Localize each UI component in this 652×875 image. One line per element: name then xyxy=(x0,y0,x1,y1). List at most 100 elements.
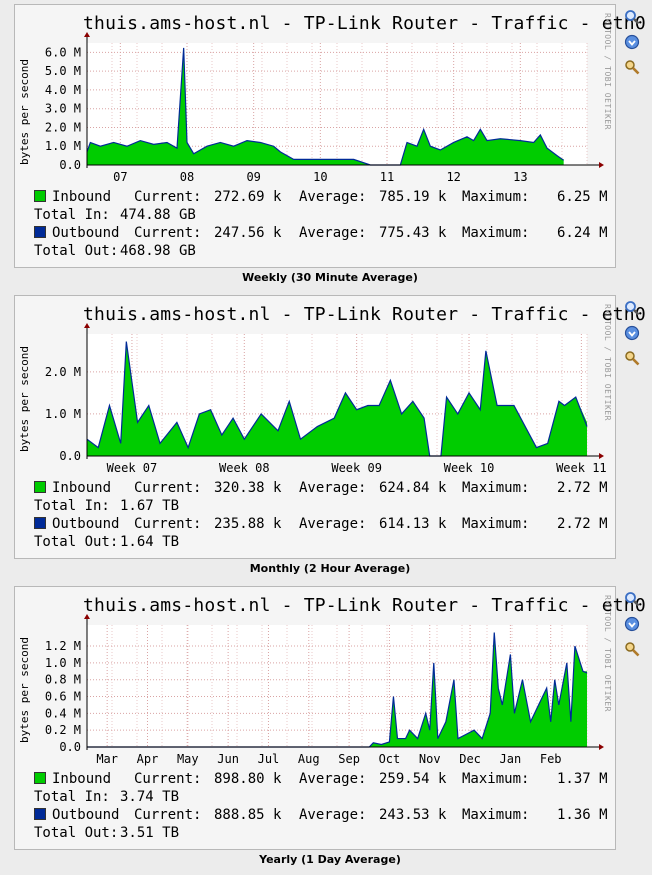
average-label: Average: xyxy=(299,771,367,787)
x-tick-label: 08 xyxy=(180,170,194,184)
current-label: Current: xyxy=(134,480,202,496)
outbound-total: 1.64 TB xyxy=(120,534,180,550)
outbound-total: 3.51 TB xyxy=(120,825,180,841)
x-tick-label: Week 07 xyxy=(107,461,158,475)
outbound-label: Outbound xyxy=(52,516,120,532)
y-axis-arrow xyxy=(84,614,90,619)
outbound-current: 888.85 k xyxy=(214,807,282,823)
zoom-icon[interactable] xyxy=(624,9,640,25)
inbound-total: 1.67 TB xyxy=(120,498,180,514)
inbound-average: 785.19 k xyxy=(379,189,447,205)
outbound-total: 468.98 GB xyxy=(120,243,196,259)
x-tick-label: 13 xyxy=(513,170,527,184)
graph-tools-weekly xyxy=(624,9,652,84)
graph-title: thuis.ams-host.nl - TP-Link Router - Tra… xyxy=(83,13,646,34)
legend-inbound-row: Inbound xyxy=(34,188,111,206)
magnifier-icon[interactable] xyxy=(624,641,640,657)
outbound-average: 614.13 k xyxy=(379,516,447,532)
y-tick-label: 0.8 M xyxy=(45,673,81,687)
y-axis-arrow xyxy=(84,323,90,328)
x-axis-arrow xyxy=(599,453,604,459)
graph-tools-yearly xyxy=(624,591,652,666)
inbound-current: 320.38 k xyxy=(214,480,282,496)
outbound-maximum: 2.72 M xyxy=(557,516,608,532)
inbound-label: Inbound xyxy=(52,480,112,496)
y-tick-label: 5.0 M xyxy=(45,64,81,78)
inbound-series-area xyxy=(87,631,587,747)
graph-panel-yearly: thuis.ams-host.nl - TP-Link Router - Tra… xyxy=(14,586,646,850)
y-tick-label: 0.0 xyxy=(59,158,81,172)
inbound-swatch xyxy=(34,772,46,784)
total-in-label: Total In: xyxy=(34,498,110,514)
x-tick-label: Jan xyxy=(500,752,522,766)
outbound-swatch xyxy=(34,226,46,238)
zoom-icon[interactable] xyxy=(624,300,640,316)
y-tick-label: 2.0 M xyxy=(45,120,81,134)
graph-caption-yearly: Yearly (1 Day Average) xyxy=(259,853,401,866)
x-tick-label: Mar xyxy=(96,752,118,766)
x-tick-label: Oct xyxy=(379,752,401,766)
y-tick-label: 0.2 M xyxy=(45,723,81,737)
outbound-current: 247.56 k xyxy=(214,225,282,241)
legend-outbound-row: Outbound xyxy=(34,224,119,242)
total-in-label: Total In: xyxy=(34,789,110,805)
graph-title: thuis.ams-host.nl - TP-Link Router - Tra… xyxy=(83,595,646,616)
graph-panel-weekly: thuis.ams-host.nl - TP-Link Router - Tra… xyxy=(14,4,646,268)
outbound-maximum: 6.24 M xyxy=(557,225,608,241)
x-tick-label: May xyxy=(177,752,199,766)
graph-panel-monthly: thuis.ams-host.nl - TP-Link Router - Tra… xyxy=(14,295,646,559)
chart-plot-yearly: 0.0 0.2 M 0.4 M 0.6 M 0.8 M 1.0 M 1.2 M Mar Apr M… xyxy=(45,614,604,766)
zoom-icon[interactable] xyxy=(624,591,640,607)
inbound-swatch xyxy=(34,481,46,493)
y-tick-label: 0.4 M xyxy=(45,706,81,720)
inbound-series-area xyxy=(87,341,587,456)
x-tick-label: 09 xyxy=(246,170,260,184)
inbound-label: Inbound xyxy=(52,189,112,205)
outbound-swatch xyxy=(34,808,46,820)
inbound-maximum: 6.25 M xyxy=(557,189,608,205)
legend-inbound-row: Inbound xyxy=(34,479,111,497)
average-label: Average: xyxy=(299,807,367,823)
download-icon[interactable] xyxy=(624,616,640,632)
download-icon[interactable] xyxy=(624,34,640,50)
inbound-series-area xyxy=(87,47,564,165)
inbound-maximum: 1.37 M xyxy=(557,771,608,787)
rrdtool-credit: RRDTOOL / TOBI OETIKER xyxy=(603,304,612,421)
outbound-maximum: 1.36 M xyxy=(557,807,608,823)
y-tick-label: 6.0 M xyxy=(45,45,81,59)
rrdtool-credit: RRDTOOL / TOBI OETIKER xyxy=(603,595,612,712)
maximum-label: Maximum: xyxy=(462,516,530,532)
legend-outbound-row: Outbound xyxy=(34,806,119,824)
download-icon[interactable] xyxy=(624,325,640,341)
maximum-label: Maximum: xyxy=(462,225,530,241)
outbound-current: 235.88 k xyxy=(214,516,282,532)
x-tick-label: Week 08 xyxy=(219,461,270,475)
chart-plot-monthly: 0.0 1.0 M 2.0 M Week 07 Week 08 Week 09 Week 1… xyxy=(45,323,607,475)
current-label: Current: xyxy=(134,189,202,205)
y-tick-label: 1.0 M xyxy=(45,407,81,421)
maximum-label: Maximum: xyxy=(462,189,530,205)
inbound-total: 474.88 GB xyxy=(120,207,196,223)
total-out-label: Total Out: xyxy=(34,243,119,259)
average-label: Average: xyxy=(299,225,367,241)
chart-plot-weekly: 0.0 1.0 M 2.0 M 3.0 M 4.0 M 5.0 M 6.0 M 07 08 09 1… xyxy=(45,32,604,184)
rrdtool-credit: RRDTOOL / TOBI OETIKER xyxy=(603,13,612,130)
x-tick-label: 12 xyxy=(446,170,460,184)
outbound-label: Outbound xyxy=(52,225,120,241)
outbound-swatch xyxy=(34,517,46,529)
current-label: Current: xyxy=(134,771,202,787)
outbound-series-line xyxy=(86,47,565,166)
graph-caption-weekly: Weekly (30 Minute Average) xyxy=(242,271,418,284)
inbound-current: 898.80 k xyxy=(214,771,282,787)
inbound-average: 259.54 k xyxy=(379,771,447,787)
inbound-swatch xyxy=(34,190,46,202)
magnifier-icon[interactable] xyxy=(624,59,640,75)
total-in-label: Total In: xyxy=(34,207,110,223)
y-tick-label: 3.0 M xyxy=(45,102,81,116)
magnifier-icon[interactable] xyxy=(624,350,640,366)
x-axis-arrow xyxy=(599,744,604,750)
average-label: Average: xyxy=(299,189,367,205)
x-tick-label: Week 11 xyxy=(556,461,607,475)
x-axis-arrow xyxy=(599,162,604,168)
average-label: Average: xyxy=(299,480,367,496)
